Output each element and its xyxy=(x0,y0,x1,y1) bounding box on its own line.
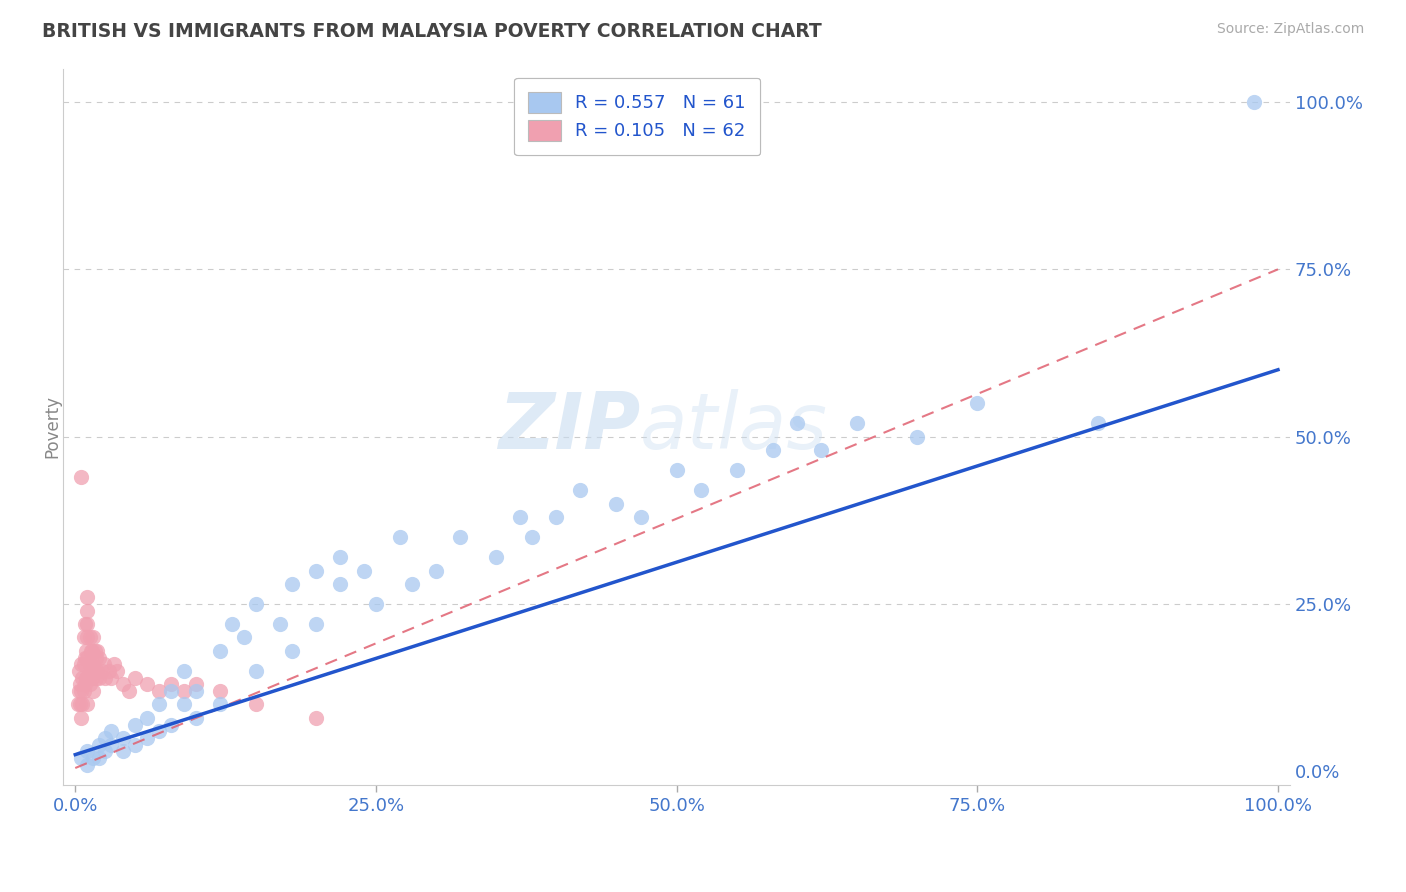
Point xyxy=(208,644,231,658)
Point xyxy=(93,657,115,672)
Point xyxy=(70,684,93,698)
Point xyxy=(232,631,254,645)
Point xyxy=(522,530,544,544)
Point xyxy=(1243,95,1265,109)
Point xyxy=(100,724,122,739)
Point xyxy=(353,564,375,578)
Point xyxy=(75,644,97,658)
Text: Source: ZipAtlas.com: Source: ZipAtlas.com xyxy=(1216,22,1364,37)
Point xyxy=(173,664,195,678)
Point xyxy=(269,617,291,632)
Point xyxy=(67,664,90,678)
Point xyxy=(208,684,231,698)
Point xyxy=(305,617,328,632)
Point xyxy=(245,698,267,712)
Point xyxy=(846,417,869,431)
Point xyxy=(103,657,125,672)
Point xyxy=(184,677,207,691)
Point xyxy=(160,677,183,691)
Point xyxy=(281,644,304,658)
Point xyxy=(136,711,159,725)
Point xyxy=(786,417,808,431)
Point xyxy=(118,684,141,698)
Point xyxy=(124,717,146,731)
Point xyxy=(66,698,89,712)
Point xyxy=(76,650,98,665)
Point xyxy=(70,470,93,484)
Point xyxy=(762,443,785,458)
Point xyxy=(70,657,93,672)
Point xyxy=(84,671,107,685)
Point xyxy=(173,684,195,698)
Point xyxy=(630,510,652,524)
Point xyxy=(329,550,352,565)
Point xyxy=(388,530,411,544)
Point xyxy=(136,731,159,745)
Point xyxy=(84,650,107,665)
Point xyxy=(665,463,688,477)
Point xyxy=(73,677,96,691)
Point xyxy=(83,664,105,678)
Point xyxy=(82,751,104,765)
Point xyxy=(546,510,568,524)
Point xyxy=(82,631,104,645)
Point xyxy=(105,664,128,678)
Legend: R = 0.557   N = 61, R = 0.105   N = 62: R = 0.557 N = 61, R = 0.105 N = 62 xyxy=(515,78,761,155)
Point xyxy=(1087,417,1109,431)
Point xyxy=(89,738,111,752)
Point xyxy=(73,617,96,632)
Point xyxy=(76,631,98,645)
Point xyxy=(401,577,423,591)
Point xyxy=(208,698,231,712)
Point xyxy=(79,677,101,691)
Point xyxy=(305,711,328,725)
Point xyxy=(76,617,98,632)
Point xyxy=(70,751,93,765)
Point xyxy=(83,644,105,658)
Point xyxy=(90,664,112,678)
Point xyxy=(70,711,93,725)
Point xyxy=(69,698,91,712)
Point xyxy=(124,671,146,685)
Point xyxy=(94,731,117,745)
Point xyxy=(82,644,104,658)
Point xyxy=(449,530,471,544)
Point xyxy=(569,483,592,498)
Point xyxy=(221,617,243,632)
Point xyxy=(966,396,988,410)
Y-axis label: Poverty: Poverty xyxy=(44,395,60,458)
Point xyxy=(76,744,98,758)
Point xyxy=(89,751,111,765)
Point xyxy=(76,604,98,618)
Point xyxy=(689,483,711,498)
Point xyxy=(148,698,170,712)
Point xyxy=(136,677,159,691)
Point xyxy=(86,664,108,678)
Point xyxy=(73,631,96,645)
Point xyxy=(112,731,135,745)
Point xyxy=(82,684,104,698)
Point xyxy=(72,671,94,685)
Point xyxy=(75,671,97,685)
Point xyxy=(69,677,91,691)
Point xyxy=(94,671,117,685)
Point xyxy=(245,664,267,678)
Point xyxy=(905,430,928,444)
Point xyxy=(80,664,103,678)
Point xyxy=(124,738,146,752)
Point xyxy=(160,684,183,698)
Text: BRITISH VS IMMIGRANTS FROM MALAYSIA POVERTY CORRELATION CHART: BRITISH VS IMMIGRANTS FROM MALAYSIA POVE… xyxy=(42,22,823,41)
Point xyxy=(73,650,96,665)
Point xyxy=(112,677,135,691)
Point xyxy=(76,698,98,712)
Point xyxy=(810,443,832,458)
Point xyxy=(76,591,98,605)
Point xyxy=(364,597,387,611)
Point xyxy=(72,698,94,712)
Point xyxy=(112,744,135,758)
Point xyxy=(82,671,104,685)
Point xyxy=(173,698,195,712)
Point xyxy=(79,631,101,645)
Point xyxy=(725,463,748,477)
